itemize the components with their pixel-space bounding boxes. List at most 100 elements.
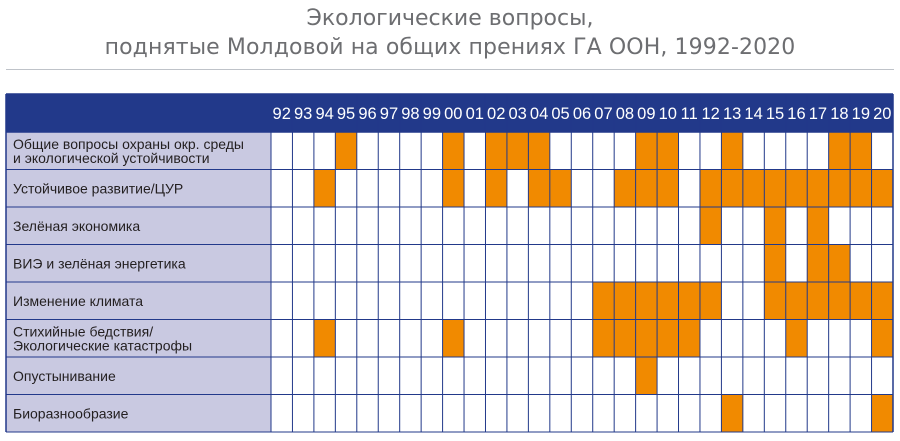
cell-empty <box>678 357 700 395</box>
year-column-label: 05 <box>551 105 569 123</box>
cell-empty <box>742 319 765 357</box>
cell-empty <box>785 357 808 395</box>
cell-empty <box>614 394 636 432</box>
cell-empty <box>657 207 679 245</box>
cell-active <box>442 132 465 170</box>
row-label: Устойчивое развитие/ЦУР <box>13 180 183 196</box>
cell-empty <box>678 169 700 207</box>
cell-empty <box>292 207 314 245</box>
chart-title-line-2: поднятые Молдовой на общих прениях ГА ОО… <box>104 35 796 60</box>
cell-empty <box>506 357 529 395</box>
cell-active <box>785 169 808 207</box>
cell-active <box>506 132 529 170</box>
year-column-label: 14 <box>744 105 762 123</box>
cell-empty <box>828 319 851 357</box>
row-label: и экологической устойчивости <box>13 150 210 166</box>
cell-empty <box>678 244 700 282</box>
cell-active <box>549 169 572 207</box>
cell-active <box>592 282 615 320</box>
cell-empty <box>699 319 722 357</box>
cell-empty <box>871 207 893 245</box>
cell-active <box>485 169 507 207</box>
cell-active <box>485 132 507 170</box>
year-column-label: 94 <box>315 105 333 123</box>
cell-empty <box>464 319 486 357</box>
cell-empty <box>506 282 529 320</box>
cell-empty <box>678 394 700 432</box>
cell-empty <box>313 282 336 320</box>
cell-empty <box>721 319 743 357</box>
cell-active <box>764 244 786 282</box>
cell-empty <box>464 394 486 432</box>
cell-empty <box>571 282 593 320</box>
cell-empty <box>378 282 400 320</box>
cell-empty <box>785 207 808 245</box>
cell-empty <box>464 207 486 245</box>
cell-empty <box>614 244 636 282</box>
cell-active <box>678 319 700 357</box>
cell-empty <box>571 132 593 170</box>
cell-empty <box>764 319 786 357</box>
year-column-label: 97 <box>380 105 398 123</box>
cell-empty <box>614 207 636 245</box>
cell-empty <box>506 169 529 207</box>
cell-active <box>528 132 550 170</box>
year-column-label: 11 <box>681 105 698 123</box>
year-column-label: 12 <box>702 105 720 123</box>
cell-active <box>807 244 829 282</box>
cell-empty <box>356 244 379 282</box>
title-divider <box>6 69 894 70</box>
cell-empty <box>313 132 336 170</box>
cell-empty <box>528 244 550 282</box>
cell-empty <box>442 244 465 282</box>
cell-empty <box>399 169 422 207</box>
cell-empty <box>721 244 743 282</box>
year-column-label: 19 <box>852 105 870 123</box>
cell-empty <box>528 282 550 320</box>
cell-active <box>764 207 786 245</box>
cell-empty <box>292 244 314 282</box>
cell-empty <box>635 244 658 282</box>
cell-empty <box>699 244 722 282</box>
cell-empty <box>399 357 422 395</box>
row-label: Экологические катастрофы <box>13 337 192 353</box>
cell-empty <box>271 132 293 170</box>
cell-active <box>828 169 851 207</box>
cell-empty <box>292 357 314 395</box>
cell-empty <box>721 207 743 245</box>
cell-empty <box>742 394 765 432</box>
cell-active <box>657 282 679 320</box>
cell-empty <box>271 357 293 395</box>
cell-empty <box>850 394 872 432</box>
cell-empty <box>506 394 529 432</box>
cell-empty <box>549 244 572 282</box>
cell-empty <box>335 207 357 245</box>
cell-empty <box>292 394 314 432</box>
cell-empty <box>399 132 422 170</box>
cell-empty <box>764 394 786 432</box>
cell-empty <box>421 169 443 207</box>
cell-empty <box>592 169 615 207</box>
cell-empty <box>657 394 679 432</box>
cell-active <box>807 282 829 320</box>
year-column-label: 20 <box>873 105 891 123</box>
cell-empty <box>399 207 422 245</box>
cell-empty <box>464 357 486 395</box>
cell-empty <box>549 207 572 245</box>
cell-empty <box>828 394 851 432</box>
cell-active <box>742 169 765 207</box>
cell-empty <box>378 132 400 170</box>
cell-empty <box>592 244 615 282</box>
cell-empty <box>528 207 550 245</box>
cell-empty <box>528 394 550 432</box>
cell-empty <box>271 207 293 245</box>
cell-empty <box>592 207 615 245</box>
cell-empty <box>828 207 851 245</box>
year-column-label: 92 <box>273 105 291 123</box>
cell-empty <box>828 357 851 395</box>
year-column-label: 00 <box>444 105 462 123</box>
cell-active <box>850 169 872 207</box>
cell-empty <box>571 319 593 357</box>
cell-empty <box>421 244 443 282</box>
cell-empty <box>335 282 357 320</box>
